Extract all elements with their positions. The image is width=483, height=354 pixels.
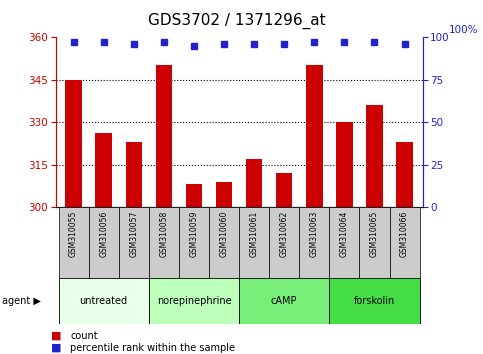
Text: GSM310059: GSM310059 (189, 211, 199, 257)
Bar (65, 80, 82, 207)
Text: percentile rank within the sample: percentile rank within the sample (70, 343, 235, 353)
Text: GSM310058: GSM310058 (159, 211, 169, 257)
Bar (329, 278, 420, 324)
Text: GSM310063: GSM310063 (310, 211, 319, 257)
Text: count: count (70, 331, 98, 341)
Bar (209, 207, 239, 278)
Text: ■: ■ (51, 343, 61, 353)
Text: GSM310061: GSM310061 (250, 211, 258, 257)
Bar (299, 207, 329, 278)
Bar (389, 207, 420, 278)
Bar (306, 65, 323, 207)
Text: GSM310062: GSM310062 (280, 211, 289, 257)
Bar (156, 65, 172, 207)
Bar (329, 207, 359, 278)
Bar (359, 207, 389, 278)
Text: GSM310065: GSM310065 (370, 211, 379, 257)
Bar (119, 207, 149, 278)
Text: ■: ■ (51, 331, 61, 341)
Bar (239, 207, 269, 278)
Bar (185, 184, 202, 207)
Bar (149, 278, 239, 324)
Bar (126, 142, 142, 207)
Bar (58, 207, 89, 278)
Text: GSM310056: GSM310056 (99, 211, 108, 257)
Text: GSM310055: GSM310055 (69, 211, 78, 257)
Bar (366, 105, 383, 207)
Bar (269, 207, 299, 278)
Bar (336, 122, 353, 207)
Text: GSM310060: GSM310060 (220, 211, 228, 257)
Bar (89, 207, 119, 278)
Text: forskolin: forskolin (354, 296, 395, 306)
Text: norepinephrine: norepinephrine (156, 296, 231, 306)
Bar (216, 182, 232, 207)
Text: GDS3702 / 1371296_at: GDS3702 / 1371296_at (148, 12, 326, 29)
Text: 100%: 100% (448, 25, 478, 35)
Text: GSM310057: GSM310057 (129, 211, 138, 257)
Text: cAMP: cAMP (271, 296, 298, 306)
Bar (276, 173, 293, 207)
Bar (96, 133, 112, 207)
Bar (239, 278, 329, 324)
Text: agent ▶: agent ▶ (2, 296, 41, 306)
Bar (396, 142, 413, 207)
Text: GSM310064: GSM310064 (340, 211, 349, 257)
Bar (149, 207, 179, 278)
Text: GSM310066: GSM310066 (400, 211, 409, 257)
Bar (246, 159, 262, 207)
Text: untreated: untreated (80, 296, 128, 306)
Bar (58, 278, 149, 324)
Bar (179, 207, 209, 278)
